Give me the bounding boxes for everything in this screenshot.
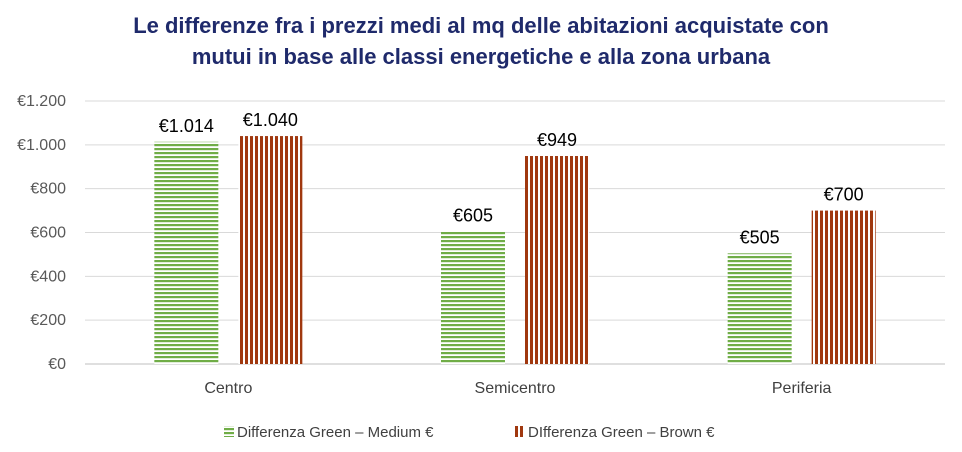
data-label: €605 <box>453 205 493 225</box>
data-label: €505 <box>740 227 780 247</box>
x-category-label: Semicentro <box>475 380 556 397</box>
legend-label: DIfferenza Green – Brown € <box>528 424 715 441</box>
data-label: €949 <box>537 130 577 150</box>
y-tick-label: €400 <box>30 268 66 285</box>
bar-green-brown-centro <box>238 136 303 364</box>
x-category-label: Periferia <box>772 380 832 397</box>
gridlines <box>85 100 945 365</box>
data-label: €700 <box>824 185 864 205</box>
bar-green-medium-semicentro <box>441 231 505 364</box>
legend: Differenza Green – Medium € DIfferenza Gr… <box>224 424 715 441</box>
chart-title-line-1: Le differenze fra i prezzi medi al mq de… <box>133 13 829 38</box>
chart-title: Le differenze fra i prezzi medi al mq de… <box>0 10 962 72</box>
bar-green-medium-centro <box>154 141 219 364</box>
x-axis-categories: Centro Semicentro Periferia <box>204 380 831 397</box>
legend-label: Differenza Green – Medium € <box>237 424 434 441</box>
data-label: €1.040 <box>243 110 298 130</box>
legend-item-green-medium: Differenza Green – Medium € <box>224 424 434 441</box>
y-tick-label: €200 <box>30 312 66 329</box>
y-axis-ticks: €0 €200 €400 €600 €800 €1.000 €1.200 <box>17 93 66 373</box>
bars <box>154 136 876 364</box>
legend-item-green-brown: DIfferenza Green – Brown € <box>515 424 715 441</box>
y-tick-label: €800 <box>30 181 66 198</box>
data-label: €1.014 <box>159 116 214 136</box>
y-tick-label: €1.000 <box>17 137 66 154</box>
bar-green-brown-semicentro <box>525 156 589 364</box>
chart-title-line-2: mutui in base alle classi energetiche e … <box>191 44 771 69</box>
bar-green-brown-periferia <box>811 210 876 364</box>
x-category-label: Centro <box>204 380 252 397</box>
legend-swatch <box>515 426 525 437</box>
y-tick-label: €600 <box>30 225 66 242</box>
y-tick-label: €0 <box>48 356 66 373</box>
bar-green-medium-periferia <box>727 253 792 364</box>
legend-swatch <box>224 426 234 437</box>
data-labels: €1.014 €1.040 €605 €949 €505 €700 <box>159 110 864 247</box>
y-tick-label: €1.200 <box>17 93 66 110</box>
